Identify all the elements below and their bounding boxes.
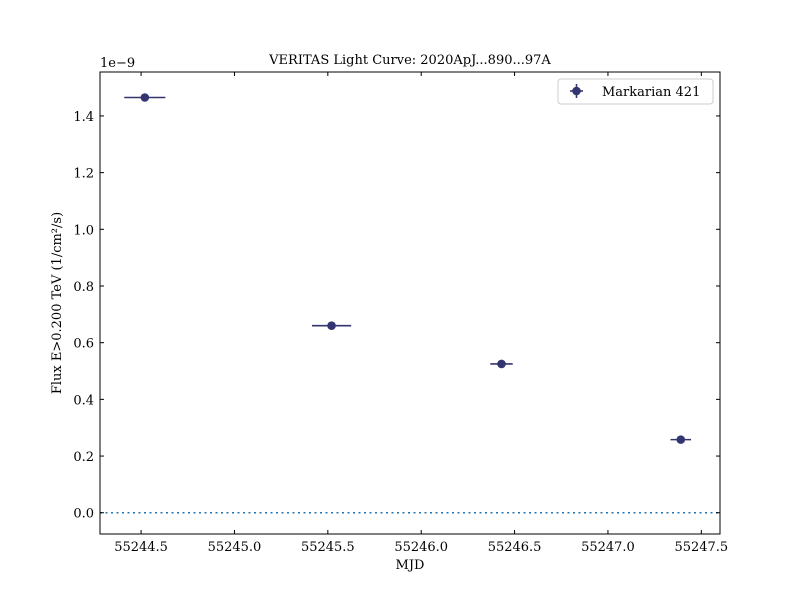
x-tick-label: 55247.5 [674,540,728,555]
y-axis-offset-label: 1e−9 [100,56,135,71]
x-axis-label: MJD [396,558,425,573]
y-tick-label: 1.0 [73,223,94,238]
y-tick-label: 0.4 [73,393,94,408]
x-tick-label: 55246.0 [394,540,448,555]
y-tick-label: 0.8 [73,280,94,295]
legend-marker [570,84,583,98]
x-axis-ticks: 55244.5 55245.0 55245.5 55246.0 55246.5 55247… [114,72,728,555]
chart-title: VERITAS Light Curve: 2020ApJ...890...97A [268,53,551,68]
legend-marker-dot [572,86,581,96]
y-tick-label: 0.6 [73,337,94,352]
data-point [490,359,513,369]
legend-label: Markarian 421 [602,85,700,100]
x-tick-label: 55244.5 [114,540,168,555]
y-tick-label: 1.4 [73,110,94,125]
data-point [124,93,166,102]
legend: Markarian 421 [557,78,714,105]
data-point-marker [497,359,506,369]
plot-area [100,93,720,514]
data-point-marker [327,321,336,330]
axes-frame [99,71,721,535]
y-tick-label: 1.2 [73,167,94,182]
y-axis-ticks: 0.0 0.2 0.4 0.6 0.8 1.0 1.2 1.4 [73,110,720,522]
y-tick-label: 0.2 [73,450,94,465]
y-axis-label: Flux E>0.200 TeV (1/cm²/s) [50,212,65,394]
data-point-marker [676,435,686,444]
data-point [311,321,352,330]
x-tick-label: 55245.5 [301,540,355,555]
y-tick-label: 0.0 [73,507,94,522]
x-tick-label: 55247.0 [581,540,635,555]
x-tick-label: 55245.0 [208,540,262,555]
legend-box [557,78,714,105]
data-point-marker [140,93,150,102]
x-tick-label: 55246.5 [488,540,542,555]
data-point [670,435,692,444]
